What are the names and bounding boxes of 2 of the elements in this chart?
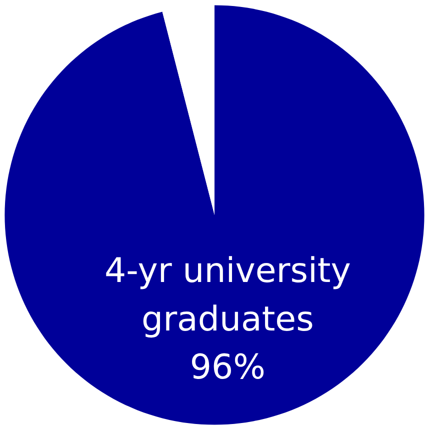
- data-label: 96%: [190, 348, 266, 388]
- slice-label: 4-yr university graduates: [104, 250, 351, 340]
